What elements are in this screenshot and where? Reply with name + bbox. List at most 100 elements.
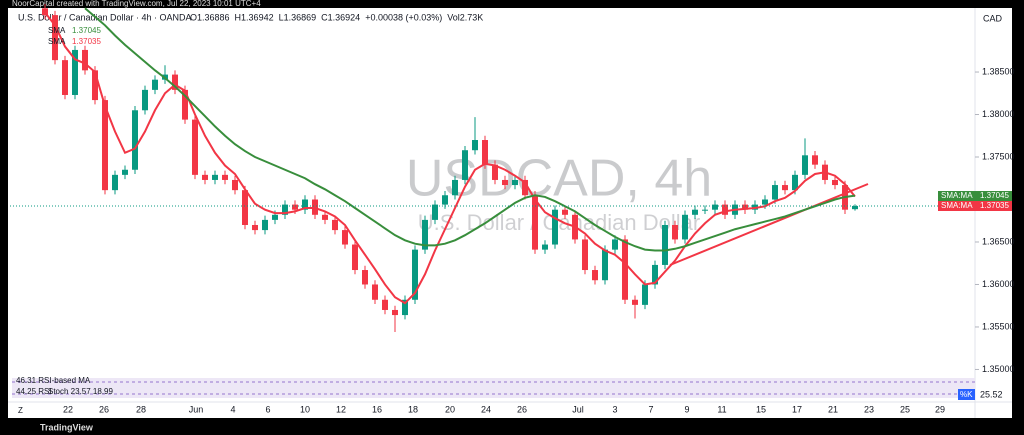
quote: L1.36869 [279,12,317,22]
candle-body [292,204,298,210]
candle-body [792,174,798,191]
y-tick-label: 1.36500 [982,236,1015,246]
x-tick-label: 29 [935,404,945,414]
candle-body [332,219,338,231]
candle-body [472,140,478,151]
candle-body [372,284,378,300]
candle-body [482,140,488,165]
sma-legend-name: SMA [48,37,66,46]
candle-body [72,49,78,95]
credit: NoorCapital created with TradingView.com… [12,0,261,8]
x-tick-label: 9 [684,404,689,414]
candle-body [462,150,468,180]
candle-body [502,179,508,186]
rsi-legend: 44.25 RSI [16,387,52,396]
quote: C1.36924 [321,12,360,22]
x-tick-label: 21 [828,404,838,414]
candle-body [762,199,768,205]
candle-body [662,224,668,265]
y-tick-label: 1.36000 [982,279,1015,289]
sma-line [44,11,856,305]
candle-body [642,284,648,305]
x-tick-label: 7 [648,404,653,414]
candle-body [302,199,308,210]
y-tick-label: 1.35000 [982,364,1015,374]
candle-body [412,249,418,300]
candle-body [62,60,68,95]
candle-body [442,195,448,205]
candle-body [112,174,118,191]
x-tick-label: 18 [408,404,418,414]
candle-body [272,214,278,220]
candle-body [712,204,718,210]
candle-body [632,299,638,305]
candle-body [652,264,658,285]
candle-body [382,299,388,310]
sma-tag-value: 1.37045 [980,191,1009,200]
candle-body [432,204,438,220]
candle-body [132,110,138,170]
x-tick-label: 11 [717,404,726,414]
candle-body [142,89,148,111]
watermark-sub: U.S. Dollar / Canadian Dollar [418,210,700,235]
x-tick-label: 16 [372,404,382,414]
candle-body [692,209,698,215]
candle-body [562,209,568,215]
candle-body [392,309,398,316]
logo: TradingView [40,422,94,432]
zoom: Z [18,406,23,415]
candle-body [262,219,268,231]
candle-body [122,169,128,175]
candle-body [782,185,788,191]
candle-body [612,239,618,250]
candle-body [362,270,368,285]
candle-body [92,70,98,101]
candle-body [342,230,348,245]
candle-body [222,174,228,180]
sma-tag [938,191,1012,201]
candle-body [352,244,358,271]
quote: O1.36886 [190,12,230,22]
candle-body [242,190,248,225]
rsi-legend: 46.31 RSI-based MA [16,376,91,385]
candle-body [582,239,588,271]
candle-body [152,79,158,90]
candle-body [172,74,178,90]
stoch-legend: Stoch 23.57 18.99 [48,387,113,396]
x-tick-label: 26 [517,404,527,414]
k-tag [958,389,975,400]
x-tick-label: 4 [230,404,235,414]
x-tick-label: Jun [189,404,204,414]
candle-body [82,49,88,71]
watermark: USDCAD, 4h [406,150,712,208]
candle-body [232,179,238,191]
candle-body [522,179,528,196]
y-tick-label: 1.38000 [982,109,1015,119]
k-tag-text: %K [960,390,973,399]
trendline [669,183,869,266]
candle-body [42,8,48,16]
k-value: 25.52 [980,389,1003,399]
candle-body [512,179,518,186]
x-tick-label: 15 [756,404,766,414]
quote: Vol2.73K [447,12,483,22]
candle-body [52,15,58,61]
x-tick-label: 28 [136,404,146,414]
candle-body [622,239,628,300]
candle-body [182,89,188,120]
y-tick-label: 1.38500 [982,66,1015,76]
candle-body [102,100,108,191]
candle-body [282,204,288,215]
x-tick-label: Jul [572,404,584,414]
candle-body [552,209,558,245]
quote: H1.36942 [235,12,274,22]
x-tick-label: 23 [864,404,874,414]
x-tick-label: 22 [63,404,73,414]
candle-body [702,209,708,211]
x-tick-label: 26 [99,404,109,414]
x-tick-label: 3 [612,404,617,414]
sma-tag-name: SMA:MA [941,191,973,200]
candle-body [592,270,598,281]
x-tick-label: 24 [481,404,491,414]
sma-legend-value: 1.37035 [72,37,101,46]
